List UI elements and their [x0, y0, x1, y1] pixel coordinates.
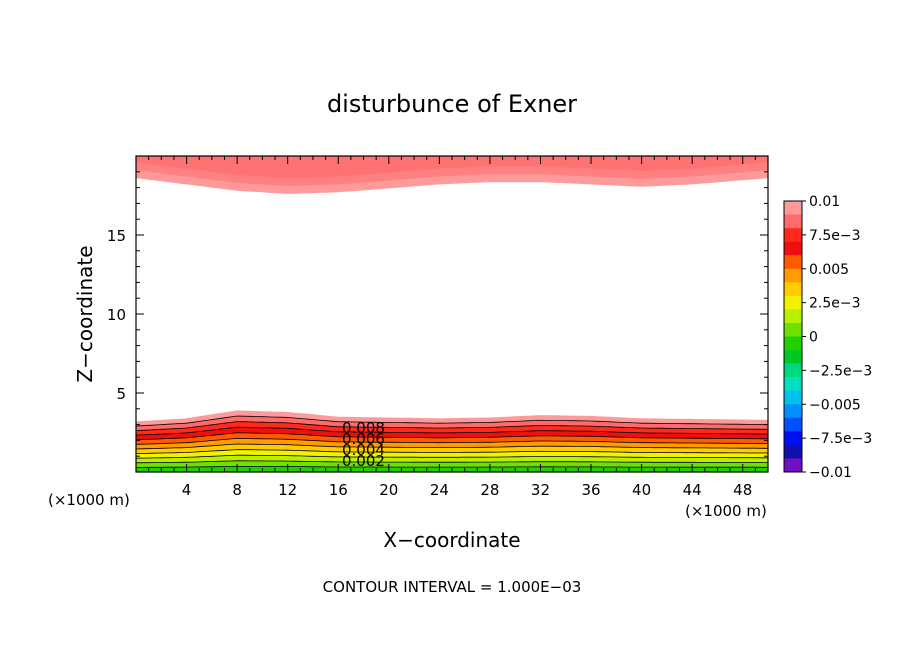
x-axis: 4 8 12 16 20 24 28 32 36 40 44 48 — [148, 156, 756, 499]
y-tick-label: 5 — [116, 385, 126, 403]
footer-note: CONTOUR INTERVAL = 1.000E−03 — [323, 578, 582, 596]
top-layer-bands — [136, 156, 768, 194]
colorbar-tick-label: 7.5e−3 — [809, 228, 861, 244]
colorbar-swatch — [784, 214, 802, 229]
bottom-layer-bands — [136, 410, 768, 472]
bottom-band-6 — [136, 444, 768, 454]
y-tick-label: 10 — [107, 306, 126, 324]
colorbar-tick-label: 0.01 — [809, 194, 840, 210]
contour-line-3 — [136, 426, 768, 436]
chart-title: disturbunce of Exner — [327, 90, 577, 118]
colorbar-swatch — [784, 444, 802, 459]
contour-label-0004: 0.004 — [342, 441, 385, 459]
colorbar-tick-label: 0 — [809, 330, 818, 346]
colorbar-swatch — [784, 350, 802, 364]
colorbar-swatch — [784, 241, 802, 256]
colorbar-swatch — [784, 322, 802, 337]
y-tick-label: 15 — [107, 227, 126, 245]
contour-line-7 — [136, 449, 768, 454]
x-tick-label: 36 — [581, 481, 600, 499]
contour-lines — [136, 415, 768, 468]
colorbar-swatch — [784, 431, 802, 446]
colorbar-swatch — [784, 377, 802, 391]
x-tick-label: 44 — [683, 481, 702, 499]
x-tick-label: 40 — [632, 481, 651, 499]
bottom-band-0 — [136, 410, 768, 426]
bottom-band-5 — [136, 438, 768, 449]
contour-line-5 — [136, 437, 768, 445]
contour-line-2 — [136, 421, 768, 431]
colorbar-swatch — [784, 228, 802, 242]
x-tick-label: 16 — [329, 481, 348, 499]
colorbar-swatch — [784, 201, 802, 215]
colorbar-swatch — [784, 458, 802, 473]
x-tick-label: 28 — [480, 481, 499, 499]
colorbar: 0.01 7.5e−3 0.005 2.5e−3 0 −2.5e−3 −0.005 −7.5e… — [783, 194, 872, 481]
x-tick-label: 4 — [182, 481, 192, 499]
contour-line-6 — [136, 443, 768, 450]
colorbar-tick-label: −0.01 — [809, 465, 852, 481]
contour-label-0006: 0.006 — [342, 430, 385, 448]
x-tick-label: 20 — [379, 481, 398, 499]
top-band-2 — [136, 156, 768, 179]
x-tick-label: 12 — [278, 481, 297, 499]
colorbar-tick-label: 2.5e−3 — [809, 296, 861, 312]
colorbar-tick-label: −2.5e−3 — [809, 363, 872, 379]
colorbar-swatch — [784, 336, 802, 351]
x-unit-label-right: (×1000 m) — [685, 502, 767, 520]
x-tick-label: 48 — [733, 481, 752, 499]
contour-line-10 — [136, 466, 768, 468]
x-axis-title: X−coordinate — [383, 528, 520, 552]
x-tick-label: 8 — [232, 481, 242, 499]
contour-line-8 — [136, 454, 768, 459]
colorbar-swatch — [784, 404, 802, 419]
contour-line-4 — [136, 432, 768, 441]
contour-line-1 — [136, 415, 768, 427]
colorbar-tick-label: −0.005 — [809, 397, 861, 413]
colorbar-swatch — [784, 295, 802, 310]
colorbar-swatch — [784, 390, 802, 405]
plot-area — [136, 156, 768, 472]
bottom-band-7 — [136, 449, 768, 459]
colorbar-tick-label: −7.5e−3 — [809, 431, 872, 447]
colorbar-swatch — [784, 363, 802, 378]
contour-line-9 — [136, 460, 768, 464]
bottom-band-9 — [136, 460, 768, 468]
y-axis-title: Z−coordinate — [73, 245, 97, 382]
x-tick-label: 32 — [531, 481, 550, 499]
contour-label-0002: 0.002 — [342, 452, 385, 470]
x-tick-label: 24 — [430, 481, 449, 499]
colorbar-swatch — [784, 268, 802, 283]
x-unit-label-left: (×1000 m) — [48, 491, 130, 509]
colorbar-tick-label: 0.005 — [809, 262, 849, 278]
contour-label-0008: 0.008 — [342, 419, 385, 437]
colorbar-swatch — [784, 309, 802, 324]
colorbar-swatch — [784, 255, 802, 270]
y-axis: 5 10 15 — [107, 171, 768, 457]
colorbar-swatch — [784, 417, 802, 432]
colorbar-swatch — [784, 282, 802, 297]
contour-labels: 0.008 0.006 0.004 0.002 — [342, 419, 385, 470]
